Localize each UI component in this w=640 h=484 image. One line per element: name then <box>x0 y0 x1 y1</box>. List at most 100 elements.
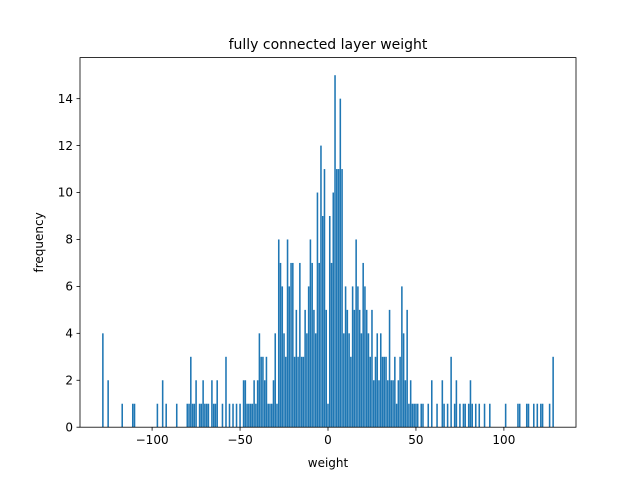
histogram-bar <box>385 356 387 428</box>
histogram-bar <box>292 262 294 428</box>
histogram-bar <box>277 239 280 428</box>
histogram-bar <box>175 403 178 428</box>
x-tick-label: 50 <box>408 433 423 447</box>
histogram-bar <box>314 333 317 428</box>
histogram-bar <box>416 403 419 428</box>
histogram-bar <box>392 380 394 428</box>
histogram-bar <box>525 403 528 428</box>
histogram-bar <box>200 403 203 428</box>
y-axis-label: frequency <box>32 212 46 272</box>
histogram-bar <box>446 403 449 428</box>
histogram-bar <box>367 333 370 428</box>
histogram-bar <box>402 333 405 428</box>
histogram-bar <box>527 403 530 428</box>
histogram-bar <box>348 333 350 428</box>
histogram-bar <box>441 380 444 428</box>
histogram-bar <box>467 403 470 428</box>
histogram-bar <box>474 403 477 428</box>
histogram-bar <box>346 309 349 428</box>
histogram-bar <box>395 403 398 428</box>
histogram-bar <box>293 356 296 428</box>
histogram-bar <box>504 403 507 428</box>
histogram-bar <box>306 333 308 428</box>
histogram-bar <box>327 403 329 428</box>
histogram-bar <box>276 403 278 428</box>
histogram-bar <box>285 356 287 428</box>
histogram-bar <box>378 380 380 428</box>
histogram-bar <box>311 262 313 428</box>
histogram-bar <box>186 403 189 428</box>
histogram-bar <box>190 356 192 428</box>
histogram-bar <box>191 403 194 428</box>
histogram-bar <box>195 380 197 428</box>
histogram-bar <box>533 403 535 428</box>
histogram-bar <box>297 356 299 428</box>
histogram-bar <box>269 403 271 428</box>
histogram-bar <box>401 286 403 428</box>
histogram-bar <box>283 333 285 428</box>
histogram-bar <box>204 403 206 428</box>
histogram-bar <box>328 216 331 428</box>
histogram-bar <box>228 403 231 428</box>
histogram-bar <box>390 380 393 428</box>
x-tick-label: −50 <box>227 433 252 447</box>
histogram-bar <box>362 262 364 428</box>
histogram-bar <box>430 380 433 428</box>
histogram-bar <box>253 380 255 428</box>
histogram-bar <box>251 403 254 428</box>
bars-group <box>102 75 554 428</box>
histogram-bar <box>360 333 363 428</box>
histogram-bar <box>205 403 208 428</box>
histogram-bar <box>225 356 227 428</box>
histogram-bar <box>364 286 366 428</box>
histogram-bar <box>300 356 303 428</box>
histogram-bar <box>263 380 266 428</box>
histogram-bar <box>235 403 238 428</box>
histogram-bar <box>260 356 262 428</box>
y-tick-label: 6 <box>65 280 73 294</box>
histogram-bar <box>351 286 354 428</box>
histogram-bar <box>341 169 343 428</box>
histogram-bar <box>374 356 377 428</box>
histogram-bar <box>336 169 338 428</box>
histogram-bar <box>198 403 201 428</box>
histogram-bar <box>316 192 319 428</box>
histogram-bar <box>321 216 324 428</box>
histogram-bar <box>161 380 164 428</box>
histogram-bar <box>290 262 292 428</box>
histogram-bar <box>450 356 452 428</box>
histogram-bar <box>343 333 345 428</box>
histogram-bar <box>420 403 422 428</box>
histogram-bar <box>357 286 359 428</box>
x-tick-label: 100 <box>492 433 515 447</box>
histogram-bar <box>258 333 261 428</box>
histogram-bar <box>453 403 456 428</box>
histogram-bar <box>427 403 430 428</box>
histogram-bar <box>207 403 210 428</box>
histogram-bar <box>548 403 551 428</box>
plot-area-frame <box>79 57 577 428</box>
histogram-bar <box>242 380 245 428</box>
histogram-bar <box>436 403 438 428</box>
histogram-bar <box>265 356 268 428</box>
histogram-bar <box>193 403 196 428</box>
histogram-bar <box>107 380 109 428</box>
histogram-bar <box>483 403 486 428</box>
histogram-bar <box>256 380 259 428</box>
histogram-bar <box>274 333 277 428</box>
histogram-bar <box>318 262 320 428</box>
histogram-bar <box>415 403 417 428</box>
histogram-bar <box>404 380 407 428</box>
histogram-bar <box>462 403 465 428</box>
histogram-bar <box>413 403 415 428</box>
histogram-bar <box>552 356 554 428</box>
histogram-bar <box>202 380 204 428</box>
histogram-bar <box>409 380 412 428</box>
histogram-bar <box>478 403 481 428</box>
histogram-bar <box>353 309 356 428</box>
histogram-bar <box>399 356 401 428</box>
histogram-bar <box>443 403 445 428</box>
histogram-bar <box>262 356 264 428</box>
histogram-bar <box>464 403 466 428</box>
